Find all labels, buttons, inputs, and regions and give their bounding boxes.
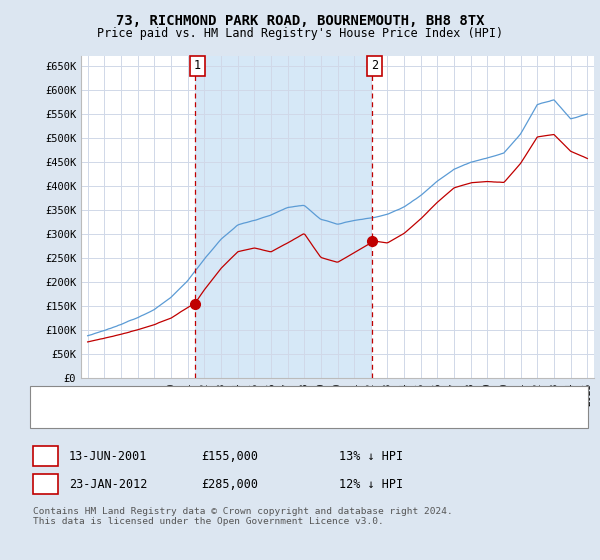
Text: 2: 2 [42, 478, 49, 491]
Text: 12% ↓ HPI: 12% ↓ HPI [339, 478, 403, 491]
Text: 1: 1 [194, 59, 201, 72]
Text: £155,000: £155,000 [201, 450, 258, 463]
Text: Contains HM Land Registry data © Crown copyright and database right 2024.
This d: Contains HM Land Registry data © Crown c… [33, 507, 453, 526]
Text: 1: 1 [42, 450, 49, 463]
Text: £285,000: £285,000 [201, 478, 258, 491]
Text: 73, RICHMOND PARK ROAD, BOURNEMOUTH, BH8 8TX: 73, RICHMOND PARK ROAD, BOURNEMOUTH, BH8… [116, 14, 484, 28]
Text: 73, RICHMOND PARK ROAD, BOURNEMOUTH, BH8 8TX (detached house): 73, RICHMOND PARK ROAD, BOURNEMOUTH, BH8… [75, 393, 441, 403]
Text: 2: 2 [371, 59, 378, 72]
Text: Price paid vs. HM Land Registry's House Price Index (HPI): Price paid vs. HM Land Registry's House … [97, 27, 503, 40]
Text: HPI: Average price, detached house, Bournemouth Christchurch and Poole: HPI: Average price, detached house, Bour… [75, 412, 495, 422]
Text: 13% ↓ HPI: 13% ↓ HPI [339, 450, 403, 463]
Bar [195, 56, 372, 378]
Text: 13-JUN-2001: 13-JUN-2001 [69, 450, 148, 463]
Text: 23-JAN-2012: 23-JAN-2012 [69, 478, 148, 491]
